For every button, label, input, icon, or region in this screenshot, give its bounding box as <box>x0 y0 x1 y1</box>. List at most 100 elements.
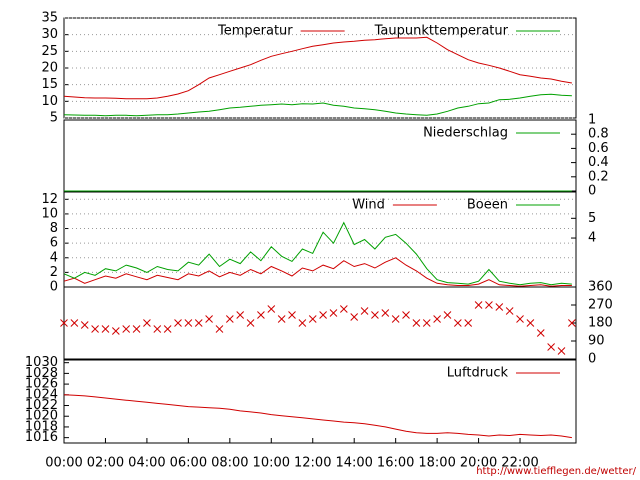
mark-stroke <box>474 301 483 309</box>
direction-mark <box>91 325 99 333</box>
direction-mark <box>153 325 162 333</box>
mark-stroke <box>143 319 151 327</box>
x-tick-label: 16:00 <box>377 456 414 471</box>
mark-stroke <box>80 321 89 329</box>
mark-stroke <box>225 315 234 323</box>
mark-stroke <box>308 315 317 323</box>
series-line <box>63 221 572 286</box>
mark-stroke <box>526 319 535 327</box>
x-tick-label: 20:00 <box>460 456 497 471</box>
mark-stroke <box>391 315 400 323</box>
y-tick-label: 25 <box>41 44 58 59</box>
direction-mark <box>163 325 172 333</box>
direction-mark <box>236 311 245 319</box>
direction-mark <box>453 319 462 327</box>
mark-stroke <box>443 311 452 319</box>
y-tick-label: 15 <box>41 77 58 92</box>
mark-stroke <box>205 315 213 323</box>
direction-mark <box>298 319 307 327</box>
y-tick-label: 0.8 <box>588 127 609 142</box>
mark-stroke <box>277 315 286 323</box>
mark-stroke <box>60 319 68 327</box>
series-line <box>63 36 572 100</box>
direction-mark <box>319 311 327 319</box>
x-tick-label: 00:00 <box>45 456 82 471</box>
direction-mark <box>111 327 120 335</box>
mark-stroke <box>360 307 369 315</box>
direction-mark <box>277 315 286 323</box>
y-tick-label: 180 <box>588 316 613 331</box>
direction-mark <box>474 301 483 309</box>
x-tick-label: 04:00 <box>128 456 165 471</box>
direction-mark <box>205 315 213 323</box>
mark-stroke <box>433 315 441 323</box>
direction-mark <box>339 305 348 313</box>
y-tick-label: 10 <box>41 206 58 221</box>
y-tick-label: 270 <box>588 298 613 313</box>
y-tick-label: 1018 <box>25 419 58 434</box>
y-tick-label: 4 <box>50 250 58 265</box>
legend-label: Taupunkttemperatur <box>374 24 509 39</box>
x-tick-label: 06:00 <box>170 456 207 471</box>
direction-mark <box>246 319 255 327</box>
mark-stroke <box>163 325 172 333</box>
legend-label: Temperatur <box>217 24 293 39</box>
series-line <box>63 257 572 287</box>
direction-mark <box>495 303 504 311</box>
direction-mark <box>174 319 182 327</box>
direction-mark <box>557 347 566 355</box>
y-tick-label: 20 <box>41 61 58 76</box>
direction-mark <box>505 307 514 315</box>
y-tick-label: 0.4 <box>588 155 609 170</box>
mark-stroke <box>194 319 203 327</box>
x-tick-label: 10:00 <box>253 456 290 471</box>
mark-stroke <box>174 319 182 327</box>
legend-label: Boeen <box>467 198 508 213</box>
mark-stroke <box>101 325 110 333</box>
direction-mark <box>225 315 234 323</box>
y-tick-label: 1016 <box>25 430 58 445</box>
direction-mark <box>360 307 369 315</box>
mark-stroke <box>505 307 514 315</box>
y-tick-label: 0.6 <box>588 141 609 156</box>
mark-stroke <box>453 319 462 327</box>
legend-label: Niederschlag <box>423 126 508 141</box>
y-tick-label: 0 <box>50 280 58 295</box>
direction-mark <box>122 325 131 333</box>
series-line <box>63 93 572 117</box>
y2-tick-label: 4 <box>588 231 596 246</box>
y-tick-label: 10 <box>41 94 58 109</box>
panel-frame <box>63 359 577 444</box>
mark-stroke <box>91 325 99 333</box>
direction-mark <box>308 315 317 323</box>
mark-stroke <box>381 309 390 317</box>
y-tick-label: 6 <box>50 236 58 251</box>
y-tick-label: 360 <box>588 280 613 295</box>
direction-mark <box>184 319 193 327</box>
direction-mark <box>101 325 110 333</box>
mark-stroke <box>246 319 255 327</box>
direction-mark <box>267 305 276 313</box>
mark-stroke <box>557 347 566 355</box>
y-tick-label: 12 <box>41 192 58 207</box>
y-tick-label: 5 <box>50 111 58 126</box>
mark-stroke <box>288 311 296 319</box>
y-tick-label: 1030 <box>25 355 58 370</box>
mark-stroke <box>464 319 473 327</box>
mark-stroke <box>329 309 338 317</box>
mark-stroke <box>350 313 359 321</box>
mark-stroke <box>257 311 265 319</box>
y-tick-label: 90 <box>588 334 605 349</box>
direction-mark <box>536 329 545 337</box>
mark-stroke <box>495 303 504 311</box>
series-line <box>63 394 572 439</box>
direction-mark <box>60 319 68 327</box>
footer-url: http://www.tiefflegen.de/wetter/ <box>476 466 636 477</box>
x-tick-label: 18:00 <box>418 456 455 471</box>
y-tick-label: 2 <box>50 265 58 280</box>
direction-mark <box>433 315 441 323</box>
y2-tick-label: 5 <box>588 211 596 226</box>
mark-stroke <box>547 343 555 351</box>
mark-stroke <box>485 301 493 309</box>
